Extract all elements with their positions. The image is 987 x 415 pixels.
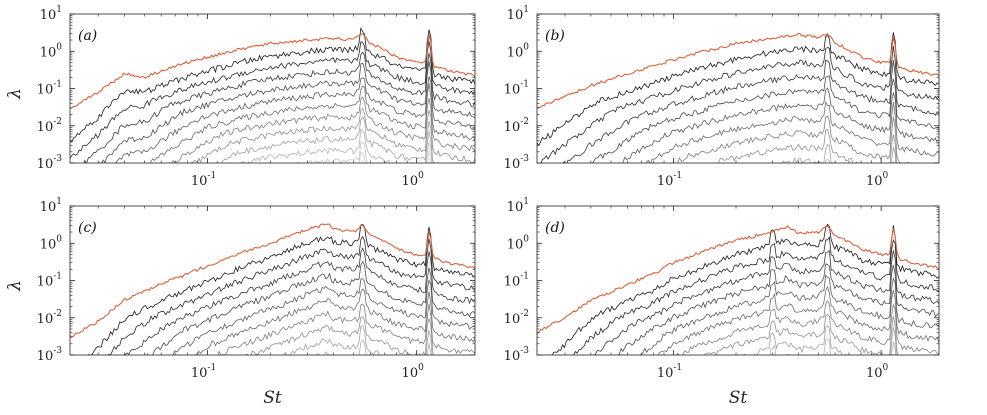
panel-label: (b) (545, 28, 565, 44)
y-tick-label: 10-3 (504, 154, 530, 172)
x-tick-label: 100 (866, 171, 889, 189)
spod-mode-3-line (107, 235, 475, 355)
y-tick-label: 10-3 (37, 346, 63, 364)
panel-c: 10-3 10-2 10-1 100 101 10-1 100 (c) λ St (5, 197, 476, 408)
spod-mode-3-line (571, 236, 939, 355)
spod-mode-7-line (193, 288, 475, 355)
x-tick-label: 100 (402, 363, 425, 381)
spod-mode-8-line (168, 96, 475, 163)
spod-mode-9-line (701, 313, 899, 355)
spod-mode-5-line (592, 75, 939, 163)
x-tick-label: 100 (866, 363, 889, 381)
spod-mode-6-line (114, 76, 475, 163)
spod-mode-5-line (613, 263, 939, 355)
y-tick-label: 10-3 (504, 346, 530, 364)
panel-label: (a) (78, 28, 97, 44)
spod-mode-2-line (87, 223, 475, 355)
y-tick-label: 10-2 (504, 309, 529, 327)
y-tick-label: 100 (507, 234, 530, 252)
spod-mode-4-line (562, 59, 939, 163)
y-tick-label: 10-1 (37, 272, 62, 290)
spod-mode-10-line (737, 325, 897, 355)
x-tick-label: 100 (402, 171, 425, 189)
spod-mode-4-line (124, 247, 475, 355)
x-axis-title: St (263, 388, 282, 408)
panel-a: 10-3 10-2 10-1 100 101 10-1 100 (a) λ (5, 5, 476, 189)
y-axis-title: λ (5, 88, 25, 100)
axes-frame (536, 205, 940, 356)
spod-mode-2-line (537, 32, 939, 147)
panel-label: (c) (78, 220, 97, 236)
plot-area (537, 32, 939, 163)
spod-mode-10-line (763, 144, 897, 163)
x-tick-label: 10-1 (657, 171, 682, 189)
spod-mode-12-line (294, 141, 433, 163)
spod-mode-8-line (217, 303, 475, 355)
spod-mode-7-line (642, 100, 939, 163)
x-tick-label: 10-1 (657, 363, 682, 381)
spod-mode-8-line (676, 300, 939, 355)
spod-mode-7-line (149, 83, 475, 163)
x-tick-label: 10-1 (191, 363, 216, 381)
spod-mode-10-line (283, 325, 433, 355)
spod-mode-5-line (98, 60, 475, 163)
y-tick-label: 101 (507, 197, 529, 215)
y-axis-title: λ (5, 280, 25, 292)
panel-b: 10-3 10-2 10-1 100 101 10-1 100 (b) (504, 5, 940, 189)
plot-area (70, 223, 475, 355)
y-tick-label: 10-1 (37, 80, 62, 98)
y-tick-label: 10-3 (37, 154, 63, 172)
spod-mode-11-line (239, 128, 433, 163)
spod-mode-8-line (671, 115, 914, 163)
plot-area (537, 223, 939, 355)
x-tick-label: 10-1 (191, 171, 216, 189)
spod-mode-1-line (70, 223, 475, 338)
y-tick-label: 10-2 (504, 117, 529, 135)
spod-mode-2-line (549, 223, 939, 355)
x-axis-title: St (729, 388, 748, 408)
spod-mode-4-line (83, 51, 475, 163)
spod-mode-10-line (216, 116, 439, 163)
spod-mode-3-line (540, 45, 939, 163)
y-tick-label: 10-1 (504, 80, 529, 98)
spod-mode-6-line (172, 278, 475, 355)
spod-mode-4-line (593, 249, 939, 355)
spod-mode-5-line (146, 260, 475, 355)
y-tick-label: 101 (507, 5, 529, 23)
spod-mode-9-line (708, 128, 898, 163)
panel-d: 10-3 10-2 10-1 100 101 10-1 100 (d) St (504, 197, 940, 408)
spod-mode-6-line (618, 87, 939, 163)
spod-mode-2-line (70, 26, 475, 144)
y-tick-label: 101 (40, 197, 62, 215)
y-tick-label: 100 (40, 42, 63, 60)
spod-mode-9-line (190, 107, 475, 163)
y-tick-label: 10-2 (37, 117, 62, 135)
spod-mode-1-line (537, 32, 939, 109)
spod-mode-3-line (70, 41, 475, 159)
panel-label: (d) (545, 220, 565, 236)
plot-area (70, 26, 475, 163)
y-tick-label: 101 (40, 5, 62, 23)
spod-mode-9-line (245, 316, 434, 355)
y-tick-label: 10-1 (504, 272, 529, 290)
y-tick-label: 10-2 (37, 309, 62, 327)
spod-mode-6-line (635, 274, 939, 355)
y-tick-label: 100 (507, 42, 530, 60)
spod-mode-1-line (537, 225, 939, 335)
spod-mode-7-line (657, 285, 939, 355)
spod-mode-1-line (70, 33, 475, 109)
y-tick-label: 100 (40, 234, 63, 252)
